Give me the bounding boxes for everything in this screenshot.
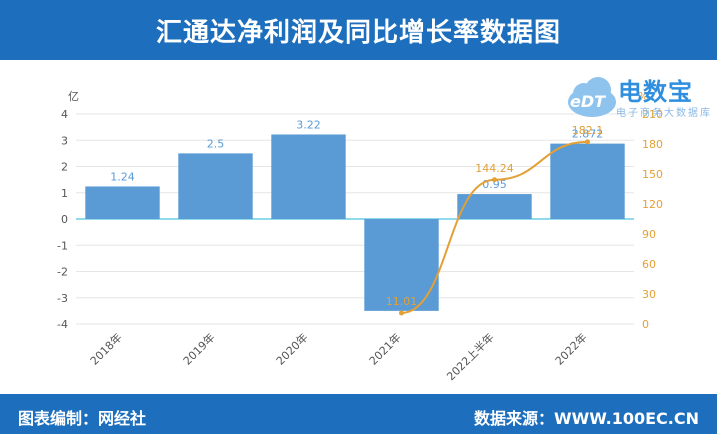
logo-tagline: 电子商务大数据库 (616, 108, 712, 119)
bar (550, 143, 625, 219)
y-left-tick-label: -1 (57, 239, 68, 252)
bar-value-label: 1.24 (110, 170, 135, 183)
bar-value-label: -3.5 (391, 224, 412, 237)
y-right-tick-label: 60 (642, 258, 656, 271)
y-left-tick-label: 2 (61, 161, 68, 174)
growth-rate-label: 182.1 (572, 124, 604, 137)
growth-rate-label: 144.24 (475, 162, 514, 175)
y-right-tick-label: 90 (642, 228, 656, 241)
chart-header: 汇通达净利润及同比增长率数据图 (0, 0, 717, 60)
x-tick-label: 2021年 (366, 330, 403, 367)
logo-mark: eDT (570, 92, 606, 111)
bar-value-label: 3.22 (296, 118, 321, 131)
footer-source: 数据来源：WWW.100EC.CN (473, 409, 699, 428)
cloud-logo-icon (568, 77, 616, 117)
y-left-tick-label: -2 (57, 266, 68, 279)
y-left-unit-label: 亿 (68, 90, 79, 103)
x-tick-label: 2018年 (87, 330, 124, 367)
bar (271, 134, 346, 219)
x-tick-label: 2019年 (180, 330, 217, 367)
x-tick-label: 2020年 (273, 330, 310, 367)
growth-rate-line (401, 140, 588, 314)
footer-editor: 图表编制：网经社 (18, 409, 147, 428)
bar (178, 153, 253, 219)
y-right-tick-label: 180 (642, 138, 663, 151)
growth-rate-point (492, 177, 497, 183)
growth-rate-label: 11.01 (386, 295, 418, 308)
y-right-tick-label: 120 (642, 198, 663, 211)
bar-line-chart: -4 -3 -2 -1 0 1 2 3 4亿 0 30 60 90 120 150 180 210% 1.24 2.… (57, 90, 663, 383)
y-left-tick-label: 4 (61, 108, 68, 121)
x-tick-label: 2022上半年 (444, 330, 497, 383)
y-left-tick-label: -3 (57, 292, 68, 305)
y-right-tick-label: 210 (642, 108, 663, 121)
logo-brand: 电数宝 (618, 78, 693, 106)
y-right-tick-label: 0 (642, 318, 649, 331)
growth-rate-point (585, 139, 590, 145)
y-right-tick-label: 150 (642, 168, 663, 181)
y-right-tick-label: 30 (642, 288, 656, 301)
bar (85, 186, 160, 219)
x-tick-label: 2022年 (552, 330, 589, 367)
growth-rate-point (399, 310, 404, 316)
bar-value-label: 2.5 (207, 137, 225, 150)
dianshubao-logo: eDT 电数宝 电子商务大数据库 (566, 68, 716, 124)
chart-footer: 图表编制：网经社 数据来源：WWW.100EC.CN (0, 394, 717, 434)
y-left-tick-label: 3 (61, 134, 68, 147)
y-left-tick-label: -4 (57, 318, 68, 331)
y-left-tick-label: 1 (61, 187, 68, 200)
y-right-unit-label: % (638, 90, 648, 103)
bar-value-label: 2.872 (572, 128, 604, 141)
chart-title: 汇通达净利润及同比增长率数据图 (155, 17, 561, 48)
y-left-tick-label: 0 (61, 213, 68, 226)
bar (457, 194, 532, 219)
